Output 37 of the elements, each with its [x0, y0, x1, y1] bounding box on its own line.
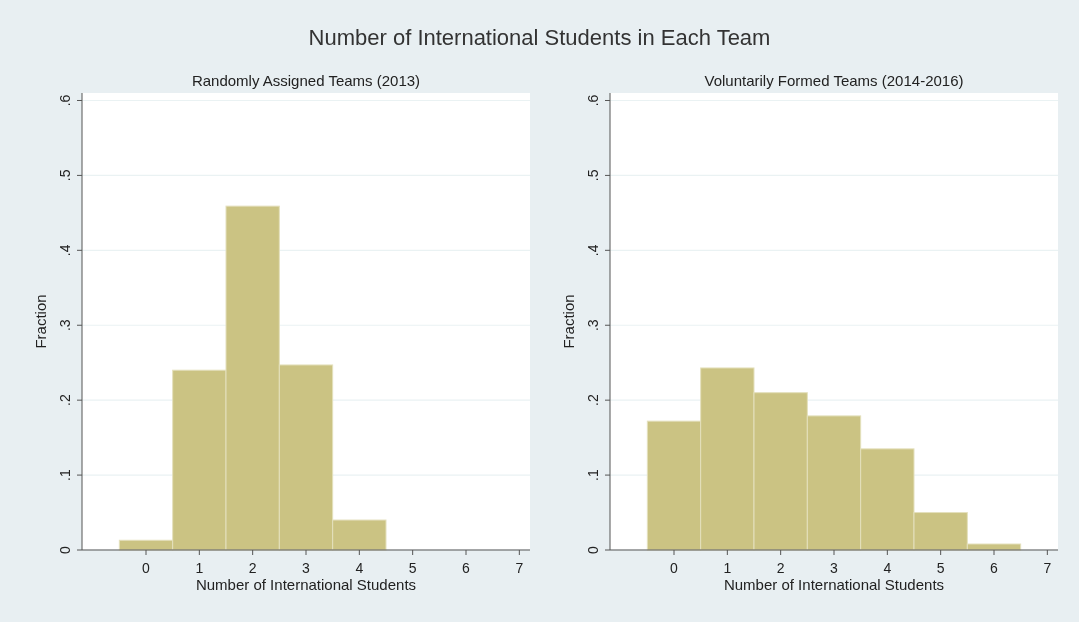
- x-tick-label: 2: [776, 560, 785, 576]
- x-tick-label: 6: [990, 560, 999, 576]
- x-tick-label: 0: [142, 560, 151, 576]
- x-tick-label: 7: [515, 560, 524, 576]
- y-axis-title: Fraction: [560, 294, 577, 349]
- x-tick-label: 7: [1043, 560, 1052, 576]
- x-tick-label: 3: [302, 560, 311, 576]
- y-tick-label: .1: [585, 469, 601, 481]
- y-tick-label: .3: [585, 319, 601, 332]
- x-tick-label: 1: [723, 560, 732, 576]
- y-tick-label: .4: [585, 244, 601, 257]
- x-axis-title: Number of International Students: [195, 576, 417, 593]
- chart-subtitle: Voluntarily Formed Teams (2014-2016): [704, 72, 964, 89]
- x-tick-label: 4: [355, 560, 364, 576]
- y-tick-label: .6: [585, 94, 601, 107]
- x-tick-label: 0: [670, 560, 679, 576]
- chart-title: Number of International Students in Each Team: [308, 25, 771, 50]
- x-tick-label: 2: [248, 560, 257, 576]
- x-tick-label: 4: [883, 560, 892, 576]
- y-tick-label: .5: [585, 169, 601, 182]
- chart-subtitle: Randomly Assigned Teams (2013): [191, 72, 421, 89]
- x-tick-label: 1: [195, 560, 204, 576]
- y-tick-label: 0: [585, 545, 601, 554]
- y-axis-title: Fraction: [32, 294, 49, 349]
- y-tick-label: .5: [57, 169, 73, 182]
- y-tick-label: .2: [57, 394, 73, 407]
- y-tick-label: .2: [585, 394, 601, 407]
- y-tick-label: 0: [57, 545, 73, 554]
- y-tick-label: .4: [57, 244, 73, 257]
- y-tick-label: .3: [57, 319, 73, 332]
- x-tick-label: 5: [936, 560, 945, 576]
- x-axis-title: Number of International Students: [723, 576, 945, 593]
- x-tick-label: 5: [408, 560, 417, 576]
- x-tick-label: 3: [830, 560, 839, 576]
- y-tick-label: .1: [57, 469, 73, 481]
- x-tick-label: 6: [462, 560, 471, 576]
- y-tick-label: .6: [57, 94, 73, 107]
